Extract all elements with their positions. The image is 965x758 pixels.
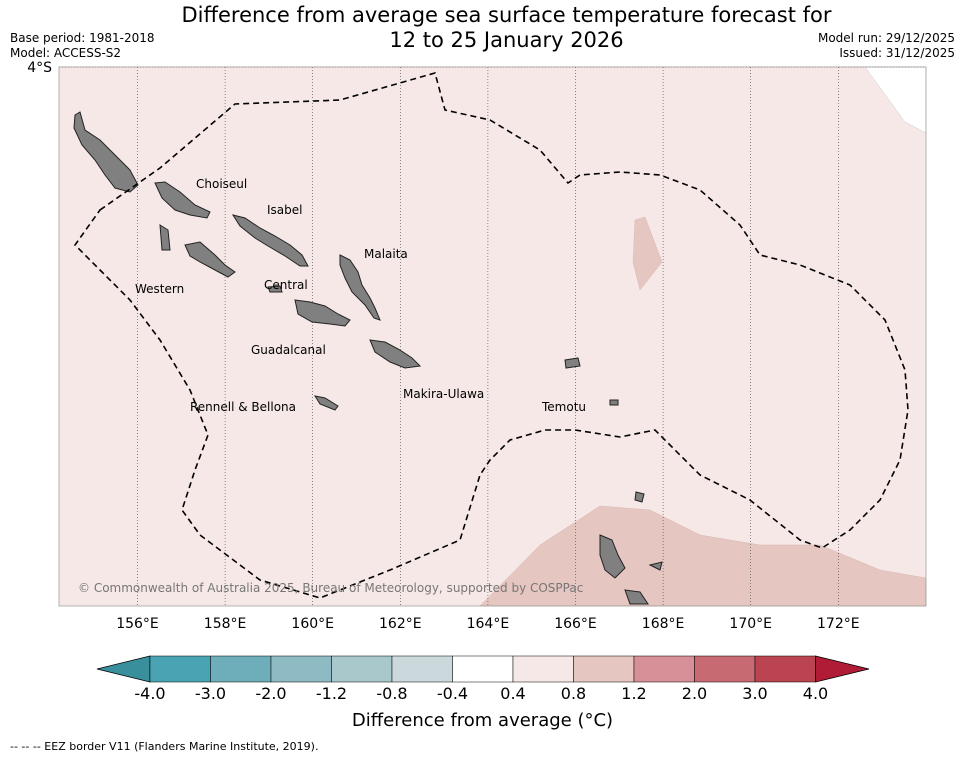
- colorbar-cell: [512, 655, 574, 683]
- colorbar-tick-label: -0.8: [376, 684, 407, 703]
- label-rennell-bellona: Rennell & Bellona: [190, 400, 296, 414]
- lon-label: 156°E: [116, 616, 159, 632]
- sst-map: Choiseul Isabel Malaita Western Central …: [27, 60, 927, 632]
- colorbar-tick-label: 0.8: [561, 684, 586, 703]
- lon-label: 162°E: [379, 616, 422, 632]
- torres-island: [634, 491, 645, 503]
- colorbar-tick-label: 0.4: [500, 684, 525, 703]
- malaita-island: [339, 254, 381, 321]
- colorbar-cell: [391, 655, 453, 683]
- colorbar-tick-label: -4.0: [134, 684, 165, 703]
- title-line-1: Difference from average sea surface temp…: [181, 3, 832, 27]
- malekula-island: [624, 589, 649, 605]
- colorbar-cell: [754, 655, 816, 683]
- label-isabel: Isabel: [267, 203, 302, 217]
- colorbar-cell: [633, 655, 695, 683]
- makira-island: [369, 339, 422, 369]
- colorbar-cell: [149, 655, 211, 683]
- colorbar-tick-label: -1.2: [316, 684, 347, 703]
- lon-label: 168°E: [642, 616, 685, 632]
- warm-patch: [632, 216, 663, 291]
- colorbar-label: Difference from average (°C): [351, 710, 614, 731]
- model-run: Model run: 29/12/2025: [817, 31, 955, 45]
- label-western: Western: [135, 282, 184, 296]
- label-temotu: Temotu: [541, 400, 586, 414]
- lon-label: 164°E: [467, 616, 510, 632]
- colorbar-extend-low: [96, 655, 151, 683]
- lon-label: 172°E: [817, 616, 860, 632]
- land-masses: [73, 111, 663, 605]
- label-malaita: Malaita: [364, 247, 408, 261]
- rennell-island: [313, 395, 339, 411]
- colorbar-cell: [210, 655, 272, 683]
- small-island: [609, 399, 619, 406]
- lon-label: 166°E: [554, 616, 597, 632]
- lon-label: 170°E: [729, 616, 772, 632]
- footnote: -- -- -- EEZ border V11 (Flanders Marine…: [10, 740, 319, 753]
- lon-label: 158°E: [204, 616, 247, 632]
- colorbar-tick-label: -3.0: [195, 684, 226, 703]
- guadalcanal-island: [294, 299, 351, 327]
- new-georgia-island: [184, 241, 236, 278]
- santa-cruz-island: [564, 357, 581, 369]
- lon-axis: 156°E 158°E 160°E 162°E 164°E 166°E 168°E 170°E…: [116, 616, 859, 632]
- colorbar-ticks: -4.0 -3.0 -2.0 -1.2 -0.8 -0.4 0.4 0.8 1.2 2.0 3.0 4…: [134, 684, 828, 703]
- map-frame: [58, 66, 927, 607]
- colorbar-cells: [96, 655, 870, 683]
- label-makira-ulawa: Makira-Ulawa: [403, 387, 484, 401]
- isabel-island: [231, 214, 309, 267]
- lat-label: 4°S: [27, 60, 52, 76]
- colorbar-cell: [694, 655, 756, 683]
- lat-axis: 4°S6°S8°S10°S12°S14°S: [27, 60, 52, 76]
- colorbar-tick-label: 2.0: [682, 684, 707, 703]
- label-guadalcanal: Guadalcanal: [251, 343, 326, 357]
- maewo-island: [648, 561, 663, 571]
- meta-left: Base period: 1981-2018 Model: ACCESS-S2: [10, 31, 155, 61]
- colorbar-cell: [452, 655, 514, 683]
- colorbar-tick-label: -0.4: [437, 684, 468, 703]
- title-line-2: 12 to 25 January 2026: [389, 28, 624, 52]
- model-name: Model: ACCESS-S2: [10, 46, 122, 60]
- colorbar-tick-label: -2.0: [255, 684, 286, 703]
- espiritu-santo-island: [599, 534, 626, 579]
- colorbar-cell: [270, 655, 332, 683]
- lon-label: 160°E: [291, 616, 334, 632]
- eez-border: [73, 72, 909, 599]
- colorbar-tick-label: 4.0: [803, 684, 828, 703]
- copyright-notice: © Commonwealth of Australia 2025, Bureau…: [78, 581, 583, 595]
- issued-date: Issued: 31/12/2025: [839, 46, 955, 60]
- ocean-background: [59, 67, 926, 606]
- base-period: Base period: 1981-2018: [10, 31, 155, 45]
- label-choiseul: Choiseul: [196, 177, 247, 191]
- map-title: Difference from average sea surface temp…: [0, 3, 965, 53]
- vella-lavella-island: [159, 224, 171, 251]
- florida-islands: [267, 285, 283, 293]
- label-central: Central: [264, 278, 308, 292]
- choiseul-island: [154, 181, 211, 219]
- colorbar-tick-label: 1.2: [621, 684, 646, 703]
- colorbar-cell: [331, 655, 393, 683]
- colorbar-cell: [573, 655, 635, 683]
- colorbar-tick-label: 3.0: [742, 684, 767, 703]
- choiseul-west-island: [73, 111, 139, 193]
- colorbar-extend-high: [815, 655, 870, 683]
- meta-right: Model run: 29/12/2025 Issued: 31/12/2025: [818, 31, 955, 61]
